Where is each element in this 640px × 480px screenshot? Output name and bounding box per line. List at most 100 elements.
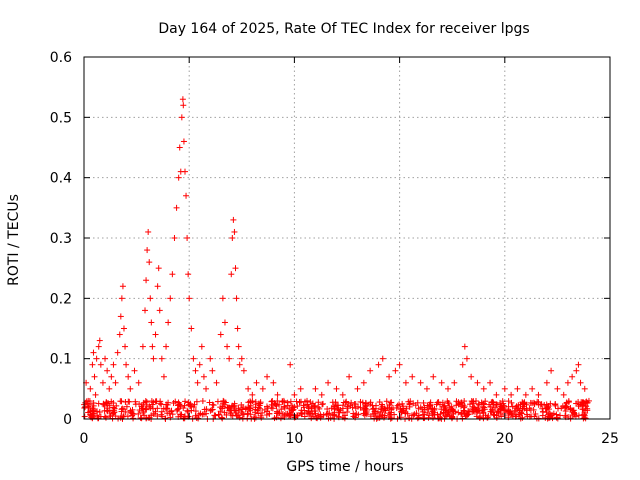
- data-point-baseline: [557, 412, 564, 419]
- data-point: [461, 343, 468, 350]
- data-point-baseline: [257, 400, 264, 407]
- data-point-baseline: [120, 413, 127, 420]
- data-point-baseline: [212, 412, 219, 419]
- data-point-baseline: [106, 407, 113, 414]
- data-point-baseline: [257, 412, 264, 419]
- data-point-baseline: [367, 413, 374, 420]
- data-point-baseline: [87, 412, 94, 419]
- data-point-baseline: [217, 404, 224, 411]
- data-point: [96, 337, 103, 344]
- data-point-baseline: [110, 410, 117, 417]
- data-point-baseline: [89, 405, 96, 412]
- data-point-baseline: [543, 401, 550, 408]
- data-point: [236, 361, 243, 368]
- data-point: [230, 216, 237, 223]
- y-tick-label: 0: [63, 412, 72, 428]
- data-point-baseline: [396, 401, 403, 408]
- data-point-baseline: [400, 407, 407, 414]
- data-point-baseline: [390, 404, 397, 411]
- data-point-baseline: [221, 409, 228, 416]
- data-point-baseline: [505, 408, 512, 415]
- data-point: [102, 355, 109, 362]
- data-point-baseline: [351, 401, 358, 408]
- data-point: [423, 385, 430, 392]
- data-point: [459, 361, 466, 368]
- y-tick-label: 0.4: [50, 171, 72, 187]
- data-point-baseline: [519, 414, 526, 421]
- x-tick-label: 10: [285, 431, 303, 447]
- data-point: [451, 379, 458, 386]
- data-point-baseline: [448, 403, 455, 410]
- data-point-baseline: [435, 415, 442, 422]
- data-point-baseline: [238, 409, 245, 416]
- data-point-baseline: [352, 412, 359, 419]
- data-point: [198, 343, 205, 350]
- data-point-baseline: [252, 406, 259, 413]
- data-point: [297, 385, 304, 392]
- data-point-baseline: [504, 408, 511, 415]
- data-point-baseline: [296, 399, 303, 406]
- data-point-baseline: [287, 398, 294, 405]
- data-point-baseline: [185, 399, 192, 406]
- data-point-baseline: [481, 404, 488, 411]
- data-point: [224, 343, 231, 350]
- data-point-baseline: [174, 407, 181, 414]
- data-point-baseline: [515, 411, 522, 418]
- data-point-baseline: [363, 408, 370, 415]
- data-point: [339, 391, 346, 398]
- data-point: [185, 271, 192, 278]
- data-point: [167, 295, 174, 302]
- data-point-baseline: [157, 400, 164, 407]
- axis-ticks: [83, 56, 611, 420]
- data-point-baseline: [342, 399, 349, 406]
- data-point-baseline: [230, 403, 237, 410]
- data-point-baseline: [480, 415, 487, 422]
- data-point-baseline: [228, 412, 235, 419]
- data-point-baseline: [328, 405, 335, 412]
- data-point: [575, 361, 582, 368]
- data-point-baseline: [334, 404, 341, 411]
- data-point: [493, 391, 500, 398]
- data-point-baseline: [130, 415, 137, 422]
- data-point-baseline: [168, 408, 175, 415]
- data-point-baseline: [325, 415, 332, 422]
- data-point-baseline: [320, 412, 327, 419]
- data-point-baseline: [158, 408, 165, 415]
- data-point-baseline: [378, 401, 385, 408]
- data-point-baseline: [319, 400, 326, 407]
- data-point: [89, 361, 96, 368]
- data-point-baseline: [386, 402, 393, 409]
- data-point-baseline: [255, 404, 262, 411]
- data-point-baseline: [464, 411, 471, 418]
- data-point: [569, 373, 576, 380]
- data-point: [318, 391, 325, 398]
- data-point-baseline: [501, 406, 508, 413]
- data-point-baseline: [252, 401, 259, 408]
- data-point: [149, 343, 156, 350]
- data-point-baseline: [158, 401, 165, 408]
- data-point-baseline: [417, 404, 424, 411]
- data-point: [501, 385, 508, 392]
- data-point-baseline: [517, 401, 524, 408]
- data-point: [508, 391, 515, 398]
- data-point: [104, 367, 111, 374]
- data-point-baseline: [449, 414, 456, 421]
- data-point-baseline: [449, 407, 456, 414]
- data-point: [535, 391, 542, 398]
- data-point: [143, 277, 150, 284]
- data-point-baseline: [505, 403, 512, 410]
- data-point-baseline: [471, 408, 478, 415]
- x-tick-label: 15: [391, 431, 409, 447]
- data-point-baseline: [379, 411, 386, 418]
- data-point: [117, 313, 124, 320]
- data-point-baseline: [294, 403, 301, 410]
- data-point-baseline: [209, 401, 216, 408]
- data-point: [114, 349, 121, 356]
- data-point: [259, 385, 266, 392]
- data-point-baseline: [126, 398, 133, 405]
- data-point-baseline: [132, 398, 139, 405]
- data-point-baseline: [306, 410, 313, 417]
- y-tick-label: 0.6: [50, 50, 72, 66]
- data-point-baseline: [359, 399, 366, 406]
- data-point-baseline: [323, 411, 330, 418]
